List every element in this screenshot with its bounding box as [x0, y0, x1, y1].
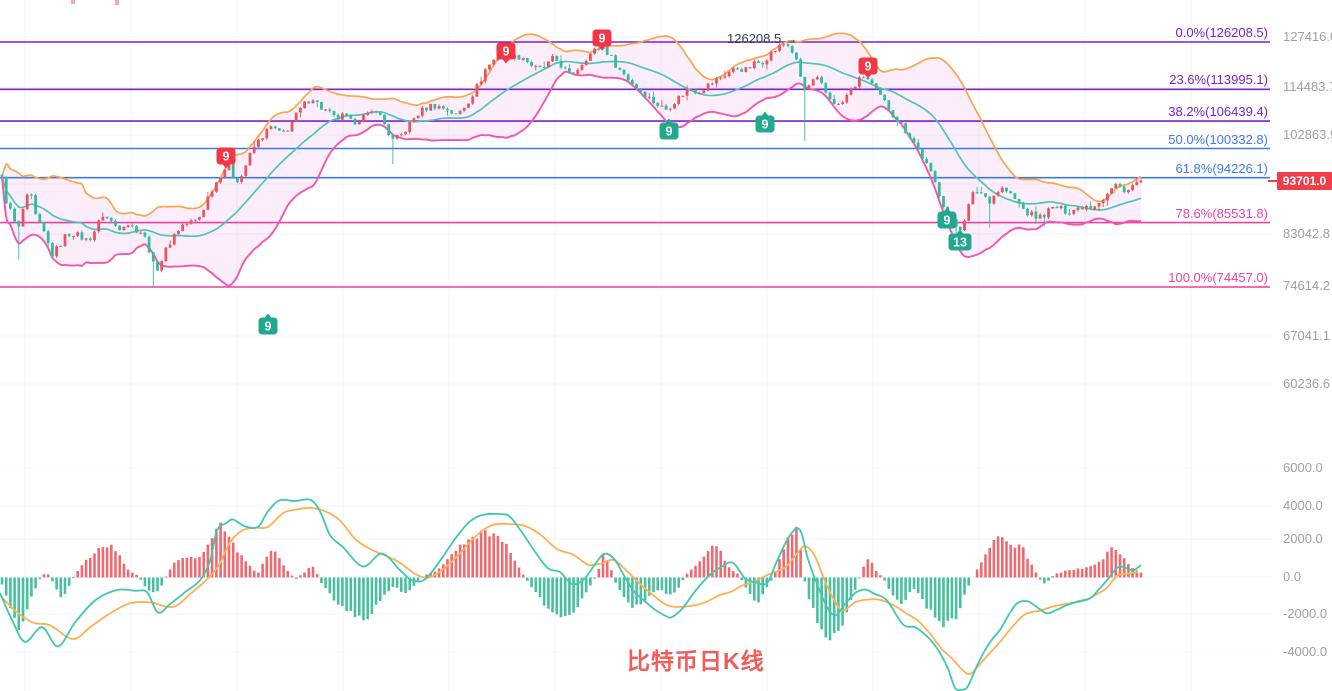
macd-dea-line [0, 506, 1139, 676]
clipped-edge-artifact [115, 0, 119, 5]
macd-axis-label: 2000.0 [1283, 531, 1323, 546]
fibonacci-lines [0, 41, 1270, 288]
td-buy-9-marker: 9 [258, 313, 278, 335]
macd-axis-label: 6000.0 [1283, 460, 1323, 475]
svg-text:9: 9 [762, 118, 769, 132]
fib-level-label: 38.2%(106439.4) [1168, 104, 1268, 120]
macd-axis-label: -2000.0 [1283, 606, 1328, 621]
fib-level-label: 50.0%(100332.8) [1168, 131, 1268, 147]
macd-axis-label: 0.0 [1283, 569, 1302, 584]
price-axis-label: 67041.1 [1283, 328, 1330, 343]
svg-text:9: 9 [599, 32, 606, 46]
fib-level-label: 100.0%(74457.0) [1168, 270, 1268, 285]
svg-text:9: 9 [666, 125, 673, 139]
clipped-edge-artifact [71, 0, 75, 4]
chart-title: 比特币日K线 [627, 648, 765, 674]
price-axis-label: 127416.0 [1283, 29, 1332, 44]
macd-dif-line [0, 498, 1142, 691]
price-axis-label: 83042.8 [1283, 226, 1330, 241]
bollinger-upper-line [1, 32, 1142, 217]
bollinger-fill [2, 33, 1141, 286]
svg-text:9: 9 [944, 214, 951, 228]
td-sell-9-marker: 9 [858, 57, 878, 79]
price-axis-label: 114483.7 [1283, 79, 1332, 94]
td-sell-9-marker: 9 [592, 29, 612, 51]
macd-histogram [0, 522, 1143, 641]
fib-level-label: 61.8%(94226.1) [1175, 160, 1268, 176]
macd-axis-label: -4000.0 [1283, 644, 1328, 659]
high-price-annotation: 126208.5 → [727, 31, 797, 46]
svg-text:9: 9 [503, 45, 510, 59]
td-buy-9-marker: 9 [937, 207, 957, 229]
svg-text:9: 9 [865, 60, 872, 74]
td-sell-9-marker: 9 [216, 147, 236, 169]
fib-level-label: 0.0%(126208.5) [1175, 25, 1268, 40]
bollinger-middle-line [1, 60, 1142, 238]
bollinger-lower-line [1, 70, 1142, 287]
td-buy-13-marker: 13 [948, 229, 972, 251]
price-axis-label: 74614.2 [1283, 278, 1330, 293]
svg-text:13: 13 [953, 236, 967, 250]
macd-axis-label: 4000.0 [1283, 498, 1323, 513]
svg-text:9: 9 [265, 320, 272, 334]
high-price-annotation-text: 126208.5 [727, 31, 782, 46]
price-axis-label: 60236.6 [1283, 376, 1330, 391]
right-arrow-icon: → [785, 32, 798, 46]
td-sell-9-marker: 9 [496, 42, 516, 64]
price-axis-label: 102863.9 [1283, 127, 1332, 142]
td-buy-9-marker: 9 [659, 118, 679, 140]
fib-level-label: 23.6%(113995.1) [1169, 72, 1268, 88]
td-buy-9-marker: 9 [755, 111, 775, 133]
fib-level-label: 78.6%(85531.8) [1175, 205, 1268, 221]
last-price-tick [1268, 180, 1277, 182]
last-price-badge: 93701.0 [1277, 172, 1332, 190]
svg-text:9: 9 [223, 150, 230, 164]
candles [0, 42, 1143, 287]
